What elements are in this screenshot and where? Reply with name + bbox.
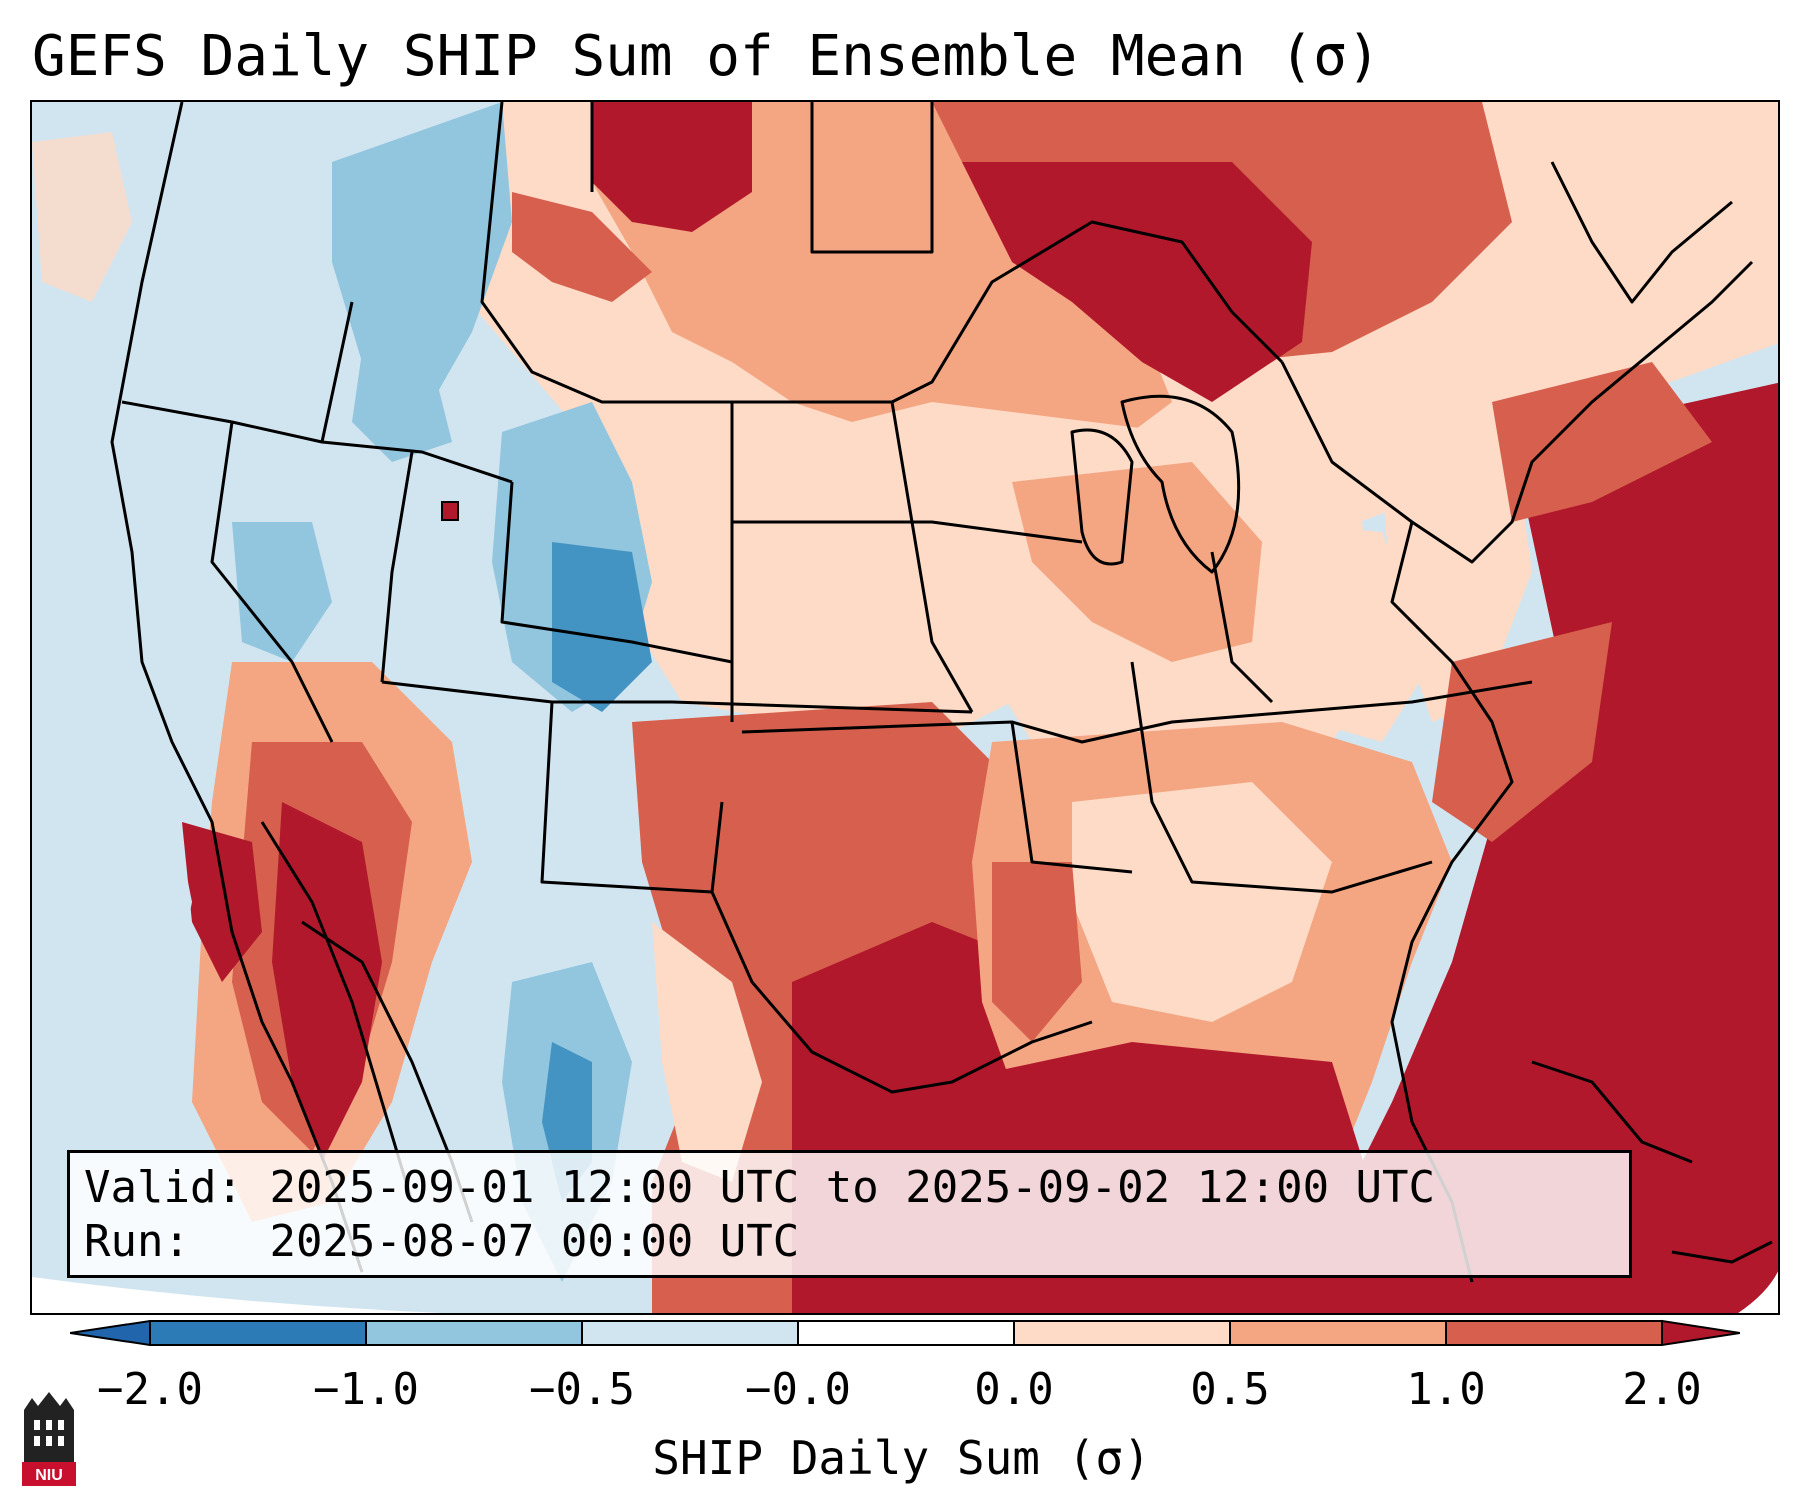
colorbar-bin-4: [798, 1321, 1014, 1345]
run-row: Run: 2025-08-07 00:00 UTC: [84, 1215, 1615, 1269]
colorbar: [70, 1319, 1740, 1347]
validity-info-box: Valid: 2025-09-01 12:00 UTC to 2025-09-0…: [67, 1150, 1632, 1278]
colorbar-extend-low: [70, 1319, 151, 1347]
valid-value: 2025-09-01 12:00 UTC to 2025-09-02 12:00…: [269, 1162, 1436, 1213]
run-label: Run:: [84, 1216, 190, 1267]
colorbar-bin-5: [1014, 1321, 1230, 1345]
colorbar-tick-1: −2.0: [97, 1364, 203, 1415]
colorbar-tick-8: 2.0: [1622, 1364, 1702, 1415]
colorbar-bin-6: [1230, 1321, 1446, 1345]
colorbar-extend-high: [1661, 1319, 1740, 1347]
map-panel: [30, 100, 1780, 1315]
colorbar-bin-3: [582, 1321, 798, 1345]
colorbar-tick-6: 0.5: [1190, 1364, 1270, 1415]
valid-row: Valid: 2025-09-01 12:00 UTC to 2025-09-0…: [84, 1161, 1615, 1215]
colorbar-tick-4: −0.0: [745, 1364, 851, 1415]
colorbar-label: SHIP Daily Sum (σ): [652, 1431, 1151, 1485]
niu-logo: NIU: [22, 1392, 76, 1486]
colorbar-tick-2: −1.0: [313, 1364, 419, 1415]
valid-label: Valid:: [84, 1162, 243, 1213]
colorbar-bin-2: [366, 1321, 582, 1345]
logo-text: NIU: [35, 1467, 63, 1484]
anomaly-map: [32, 102, 1778, 1313]
colorbar-bin-7: [1446, 1321, 1662, 1345]
colorbar-bin-1: [150, 1321, 366, 1345]
map-title: GEFS Daily SHIP Sum of Ensemble Mean (σ): [32, 24, 1381, 89]
colorbar-tick-7: 1.0: [1406, 1364, 1486, 1415]
run-value: 2025-08-07 00:00 UTC: [269, 1216, 800, 1267]
colorbar-tick-5: 0.0: [974, 1364, 1054, 1415]
colorbar-tick-3: −0.5: [529, 1364, 635, 1415]
